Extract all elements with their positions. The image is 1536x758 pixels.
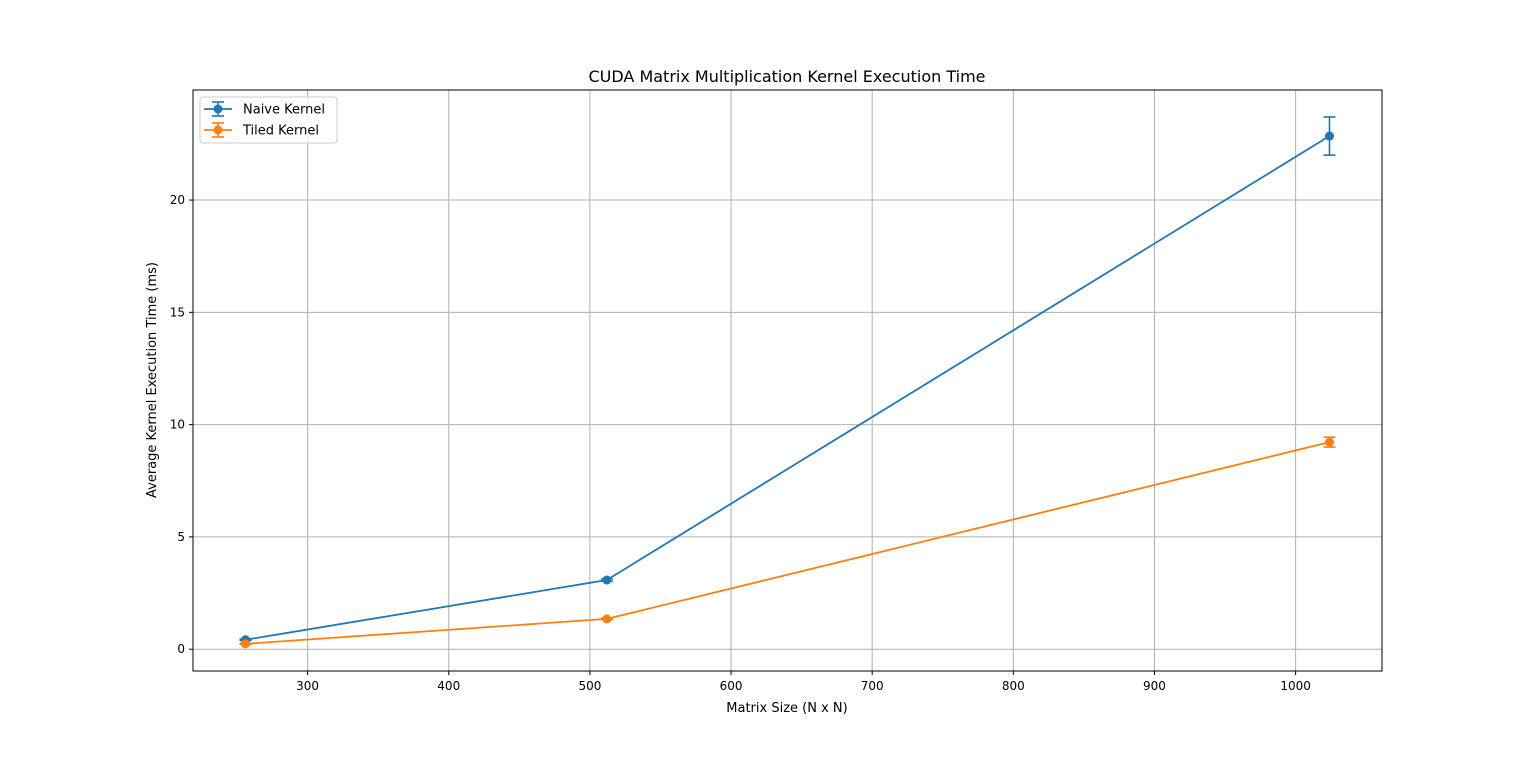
series-layer bbox=[239, 116, 1336, 649]
legend-label: Naive Kernel bbox=[243, 103, 325, 118]
x-tick-label: 800 bbox=[1002, 679, 1025, 693]
legend-box bbox=[199, 96, 338, 144]
legend: Naive Kernel Tiled Kernel bbox=[199, 96, 338, 144]
x-tick-label: 300 bbox=[296, 679, 319, 693]
data-point bbox=[602, 575, 612, 585]
grid-layer bbox=[193, 90, 1382, 671]
legend-marker bbox=[213, 125, 223, 135]
x-tick-label: 700 bbox=[861, 679, 884, 693]
x-tick-label: 400 bbox=[437, 679, 460, 693]
series-1 bbox=[239, 436, 1336, 649]
data-point bbox=[241, 639, 251, 649]
y-tick-label: 20 bbox=[170, 193, 185, 207]
chart-title: CUDA Matrix Multiplication Kernel Execut… bbox=[588, 67, 985, 86]
y-tick-label: 5 bbox=[177, 530, 185, 544]
x-tick-label: 900 bbox=[1143, 679, 1166, 693]
y-axis-label: Average Kernel Execution Time (ms) bbox=[145, 262, 160, 498]
x-tick-label: 500 bbox=[578, 679, 601, 693]
legend-label: Tiled Kernel bbox=[242, 124, 319, 139]
x-tick-label: 1000 bbox=[1280, 679, 1311, 693]
y-tick-label: 15 bbox=[170, 305, 185, 319]
data-point bbox=[602, 614, 612, 624]
legend-marker bbox=[213, 104, 223, 114]
x-axis-label: Matrix Size (N x N) bbox=[726, 701, 847, 716]
tick-layer: 300 400 500 600 700 800 900 1000 0 5 10 15 20 bbox=[170, 193, 1311, 693]
x-tick-label: 600 bbox=[720, 679, 743, 693]
data-point bbox=[1324, 437, 1334, 447]
y-tick-label: 0 bbox=[177, 642, 185, 656]
data-point bbox=[1324, 131, 1334, 141]
series-0 bbox=[239, 116, 1336, 645]
axes-frame bbox=[192, 89, 1383, 672]
y-tick-label: 10 bbox=[170, 418, 185, 432]
